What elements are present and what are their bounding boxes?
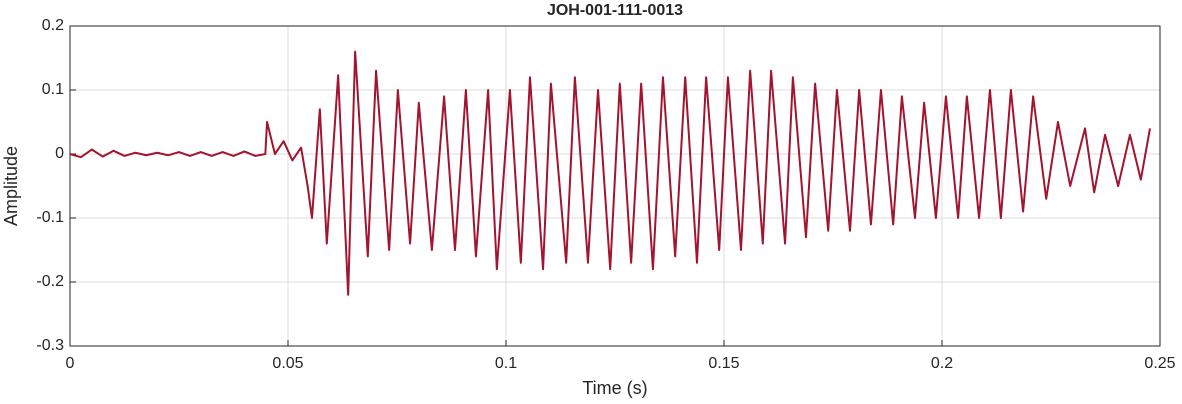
signal-line [69, 50, 1151, 296]
y-tick-label: 0 [55, 145, 64, 162]
x-tick-label: 0 [66, 355, 75, 372]
chart-title: JOH-001-111-0013 [547, 2, 683, 19]
x-tick-label: 0.05 [272, 355, 303, 372]
x-tick-label: 0.2 [931, 355, 953, 372]
x-tick-label: 0.1 [495, 355, 517, 372]
x-axis-label: Time (s) [582, 378, 647, 398]
y-tick-label: -0.2 [36, 273, 64, 290]
x-tick-label: 0.15 [708, 355, 739, 372]
x-tick-label: 0.25 [1144, 355, 1175, 372]
y-axis-label: Amplitude [1, 146, 21, 226]
y-tick-label: 0.2 [42, 17, 64, 34]
y-tick-label: -0.1 [36, 209, 64, 226]
y-tick-label: -0.3 [36, 337, 64, 354]
y-tick-label: 0.1 [42, 81, 64, 98]
plot-frame [69, 25, 1161, 347]
